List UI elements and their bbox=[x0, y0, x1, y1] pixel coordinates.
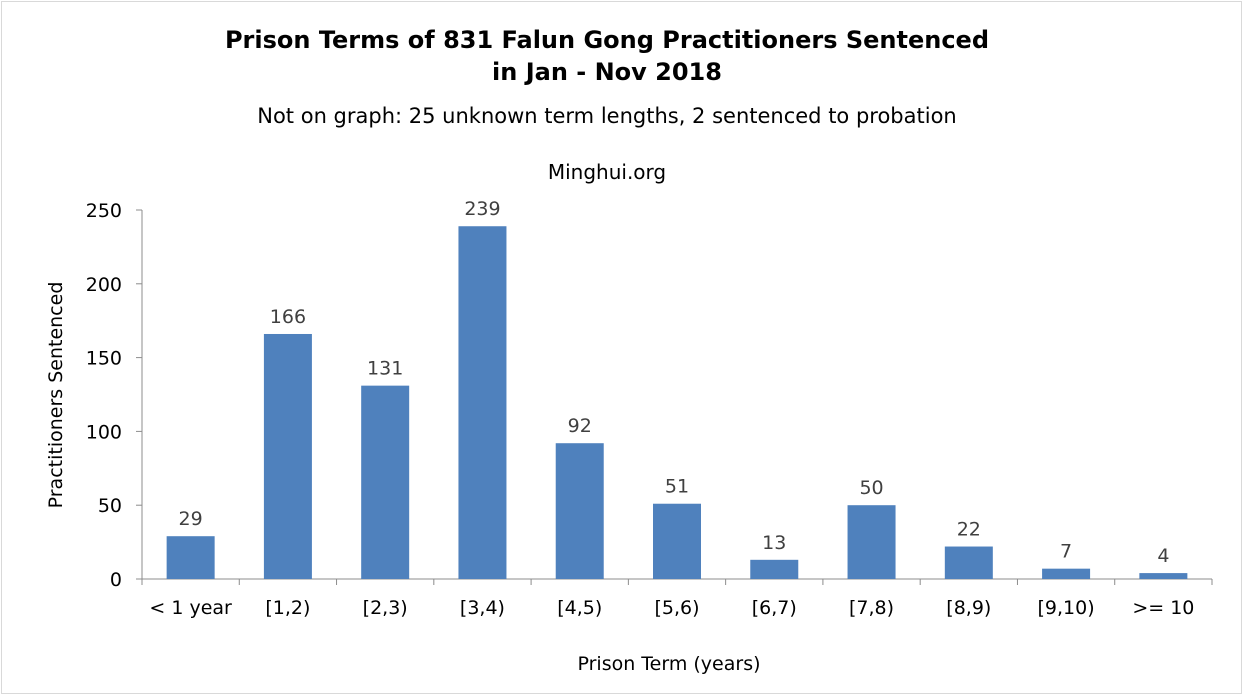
data-label: 22 bbox=[957, 519, 981, 541]
data-label: 239 bbox=[464, 198, 500, 220]
y-tick-label: 50 bbox=[98, 495, 122, 517]
bar bbox=[653, 503, 701, 579]
x-tick-label: >= 10 bbox=[1132, 597, 1194, 619]
x-tick-label: [3,4) bbox=[460, 597, 505, 619]
y-tick-label: 250 bbox=[86, 200, 122, 222]
bar bbox=[166, 536, 215, 579]
x-tick-label: [2,3) bbox=[363, 597, 408, 619]
y-tick-label: 100 bbox=[86, 421, 122, 443]
x-tick-label: [5,6) bbox=[654, 597, 699, 619]
data-label: 51 bbox=[665, 476, 689, 498]
y-axis-label: Practitioners Sentenced bbox=[45, 282, 67, 509]
bar bbox=[1139, 573, 1188, 579]
data-label: 13 bbox=[762, 532, 786, 554]
data-label: 92 bbox=[568, 415, 592, 437]
x-tick-label: [4,5) bbox=[557, 597, 602, 619]
chart-source: Minghui.org bbox=[548, 160, 666, 184]
bar bbox=[847, 505, 896, 579]
bar bbox=[555, 443, 604, 579]
y-tick-label: 200 bbox=[86, 274, 122, 296]
x-tick-label: [8,9) bbox=[946, 597, 991, 619]
x-axis-label: Prison Term (years) bbox=[577, 653, 760, 675]
bar bbox=[263, 333, 312, 579]
data-label: 166 bbox=[270, 306, 306, 328]
x-tick-label: [9,10) bbox=[1038, 597, 1095, 619]
bar bbox=[1042, 568, 1091, 579]
data-label: 4 bbox=[1157, 545, 1169, 567]
y-tick-label: 0 bbox=[110, 569, 122, 591]
x-tick-label: < 1 year bbox=[149, 597, 232, 619]
bar bbox=[458, 226, 507, 579]
data-label: 29 bbox=[179, 508, 203, 530]
chart-title-line1: Prison Terms of 831 Falun Gong Practitio… bbox=[225, 26, 989, 54]
chart-title-line2: in Jan - Nov 2018 bbox=[492, 58, 722, 86]
x-tick-label: [1,2) bbox=[265, 597, 310, 619]
plot-area: 0 50 100 150 200 250 29 < 1 year 166 [1,2) 131 [2,3… bbox=[86, 198, 1213, 619]
x-tick-label: [7,8) bbox=[849, 597, 894, 619]
y-tick-label: 150 bbox=[86, 348, 122, 370]
data-label: 131 bbox=[367, 358, 403, 380]
bar bbox=[361, 385, 410, 579]
x-tick-label: [6,7) bbox=[752, 597, 797, 619]
data-label: 7 bbox=[1060, 541, 1072, 563]
chart-subtitle: Not on graph: 25 unknown term lengths, 2… bbox=[257, 104, 956, 128]
bar bbox=[750, 559, 799, 579]
data-label: 50 bbox=[859, 477, 883, 499]
bar bbox=[944, 546, 993, 579]
